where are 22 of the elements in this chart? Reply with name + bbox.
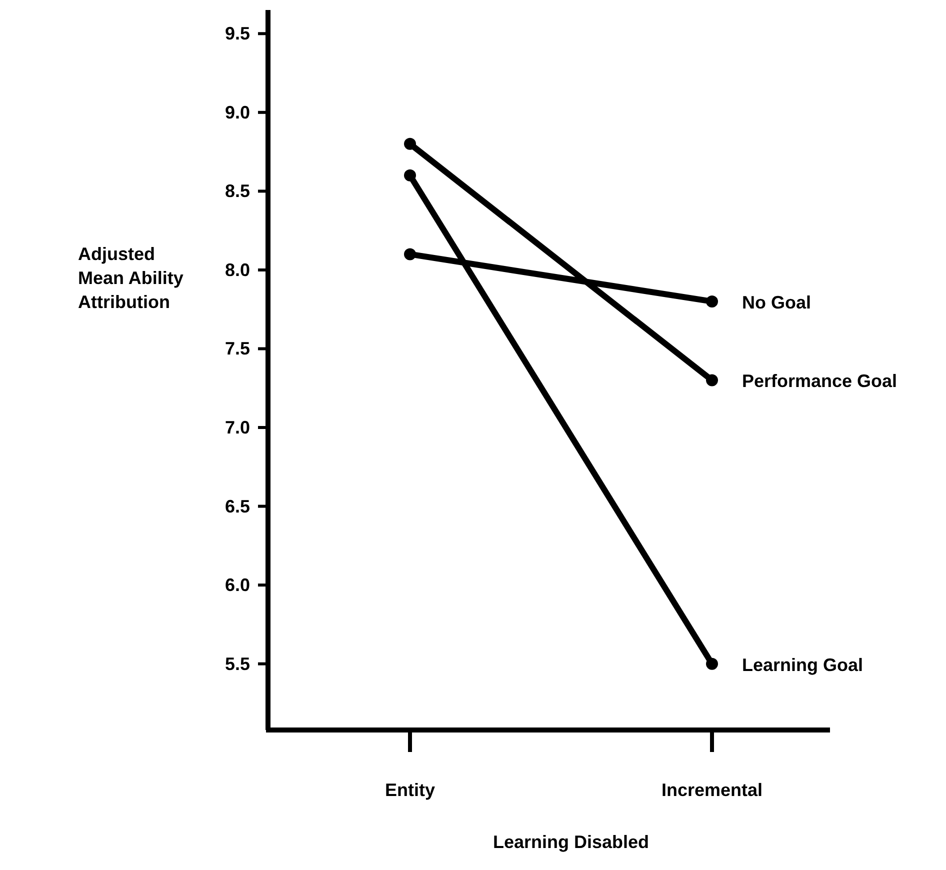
point [404, 248, 416, 260]
series-label: Learning Goal [742, 654, 864, 675]
point [404, 138, 416, 150]
point [404, 169, 416, 182]
x-tick-label: Incremental [661, 780, 763, 800]
y-tick-label: 9.5 [224, 24, 250, 44]
y-tick-label: 7.5 [224, 338, 250, 359]
x-tick-label: Entity [384, 780, 436, 800]
x-axis-title: Learning Disabled [492, 832, 650, 852]
series-label: No Goal [742, 292, 812, 312]
point [706, 374, 718, 386]
y-tick-label: 6.0 [224, 575, 250, 596]
y-tick-label: 5.5 [224, 654, 250, 674]
y-tick-label: 9.0 [224, 102, 250, 122]
point [706, 658, 718, 670]
y-tick-label: 7.0 [224, 418, 250, 438]
series-label: Performance Goal [742, 371, 898, 392]
y-axis-title: Adjusted Mean Ability Attribution [78, 244, 184, 312]
y-tick-label: 8.5 [224, 181, 250, 202]
point [706, 295, 718, 308]
y-tick-label: 8.0 [224, 260, 250, 280]
y-tick-label: 6.5 [224, 496, 250, 516]
